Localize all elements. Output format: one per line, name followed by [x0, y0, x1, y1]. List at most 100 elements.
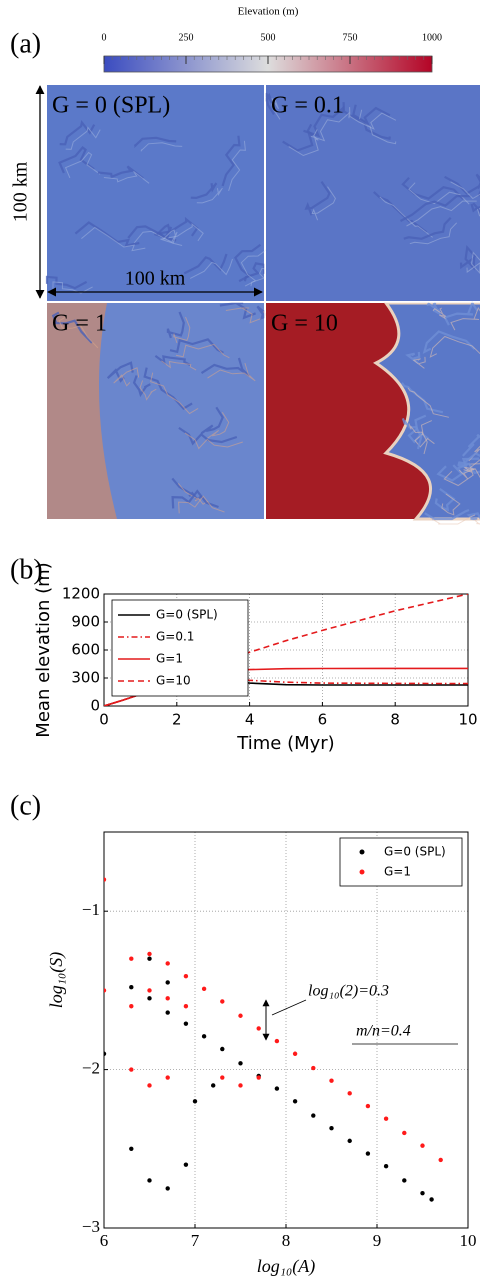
- y-axis-label: log₁₀(S): [46, 952, 67, 1009]
- data-point: [220, 999, 225, 1004]
- map-label: G = 10: [271, 311, 338, 337]
- axes-frame: [103, 593, 469, 707]
- legend-label: G=10: [156, 674, 191, 688]
- map-ridge: [178, 495, 225, 514]
- data-point: [429, 1197, 434, 1202]
- legend-label: G=1: [156, 652, 183, 666]
- map-ridge: [240, 249, 267, 287]
- map-background: [47, 85, 264, 301]
- map-channel: [106, 361, 134, 383]
- map-label: G = 0 (SPL): [52, 93, 170, 119]
- data-point: [292, 1051, 298, 1056]
- legend-key: [359, 869, 365, 875]
- map-channel: [133, 136, 177, 149]
- map-channel: [282, 123, 314, 152]
- legend-label: G=0 (SPL): [156, 608, 218, 622]
- y-tick-label: 1200: [62, 585, 100, 603]
- annotation: m/n=0.4: [356, 1023, 411, 1040]
- data-point: [165, 1186, 170, 1191]
- legend-label: G=1: [384, 865, 411, 879]
- x-tick-label: 6: [100, 1231, 109, 1250]
- x-axis-label: Time (Myr): [236, 733, 334, 754]
- map-ridge: [288, 129, 319, 157]
- map-ridge: [450, 306, 480, 331]
- map-ridge: [408, 182, 470, 205]
- data-point: [438, 1157, 443, 1163]
- data-point: [220, 1075, 225, 1080]
- map-ridge: [406, 200, 477, 227]
- data-point: [147, 988, 152, 993]
- data-point: [104, 1051, 107, 1056]
- legend-box: [111, 599, 249, 697]
- map-channel: [221, 135, 241, 187]
- map-ridge: [177, 483, 208, 505]
- map-ridge: [309, 111, 350, 142]
- data-point: [329, 1126, 334, 1131]
- data-point: [238, 1061, 243, 1066]
- data-point: [183, 1021, 189, 1026]
- data-point: [274, 1086, 280, 1091]
- data-point: [147, 1178, 152, 1183]
- data-point: [347, 1091, 352, 1096]
- colorbar-tick-label: 0: [102, 32, 107, 43]
- y-tick-label: −1: [82, 900, 100, 919]
- legend-key: [359, 849, 365, 855]
- data-point: [383, 1164, 389, 1169]
- map-ridge: [163, 229, 178, 244]
- map-ridge: [409, 222, 458, 245]
- map-channel: [304, 180, 331, 216]
- map-channel: [219, 301, 256, 320]
- data-point: [256, 1026, 261, 1031]
- data-point: [402, 1178, 407, 1183]
- data-point: [129, 985, 134, 990]
- map-channel: [407, 414, 430, 444]
- map-channel: [74, 221, 140, 248]
- map-ridge: [432, 307, 447, 320]
- data-point: [147, 1083, 152, 1088]
- colorbar-title: Elevation (m): [238, 6, 299, 18]
- map-channel: [59, 119, 96, 146]
- data-point: [329, 1078, 334, 1083]
- data-point: [129, 956, 134, 961]
- data-point: [183, 1004, 189, 1009]
- map-ridge: [150, 372, 199, 415]
- map-ridge: [430, 514, 476, 525]
- data-point: [201, 986, 207, 992]
- map-channel: [399, 195, 471, 222]
- map-channel: [352, 104, 391, 141]
- legend-label: G=0 (SPL): [384, 845, 446, 859]
- data-point: [292, 1099, 298, 1104]
- elevation-map: [45, 85, 271, 301]
- legend-box: [339, 837, 463, 887]
- map-channel: [97, 165, 144, 180]
- map-ridge: [271, 97, 281, 120]
- map-ridge: [207, 412, 230, 439]
- map-ridge: [161, 360, 197, 371]
- map-channel: [424, 508, 470, 521]
- map-ridge: [473, 518, 480, 525]
- y-tick-label: −2: [82, 1059, 100, 1078]
- y-tick-label: 300: [71, 669, 100, 687]
- data-point: [192, 1099, 198, 1104]
- colorbar-tick-label: 1000: [422, 32, 442, 43]
- data-point: [420, 1143, 425, 1148]
- data-point: [104, 988, 107, 993]
- map-ridge: [65, 126, 101, 150]
- data-point: [165, 1075, 170, 1080]
- data-point: [165, 980, 170, 985]
- elevation-map: [266, 300, 480, 525]
- data-point: [129, 1004, 134, 1009]
- map-ridge: [412, 356, 426, 369]
- map-channel: [169, 338, 224, 354]
- data-point: [365, 1103, 371, 1109]
- map-channel: [434, 488, 456, 512]
- colorbar-tick-label: 250: [179, 32, 194, 43]
- map-label: G = 0.1: [271, 93, 344, 119]
- data-point: [402, 1130, 407, 1136]
- map-ridge: [441, 493, 461, 516]
- map-channel: [475, 173, 480, 197]
- map-ridge: [196, 187, 223, 204]
- map-ridge: [162, 223, 204, 242]
- scale-label: 100 km: [10, 161, 32, 222]
